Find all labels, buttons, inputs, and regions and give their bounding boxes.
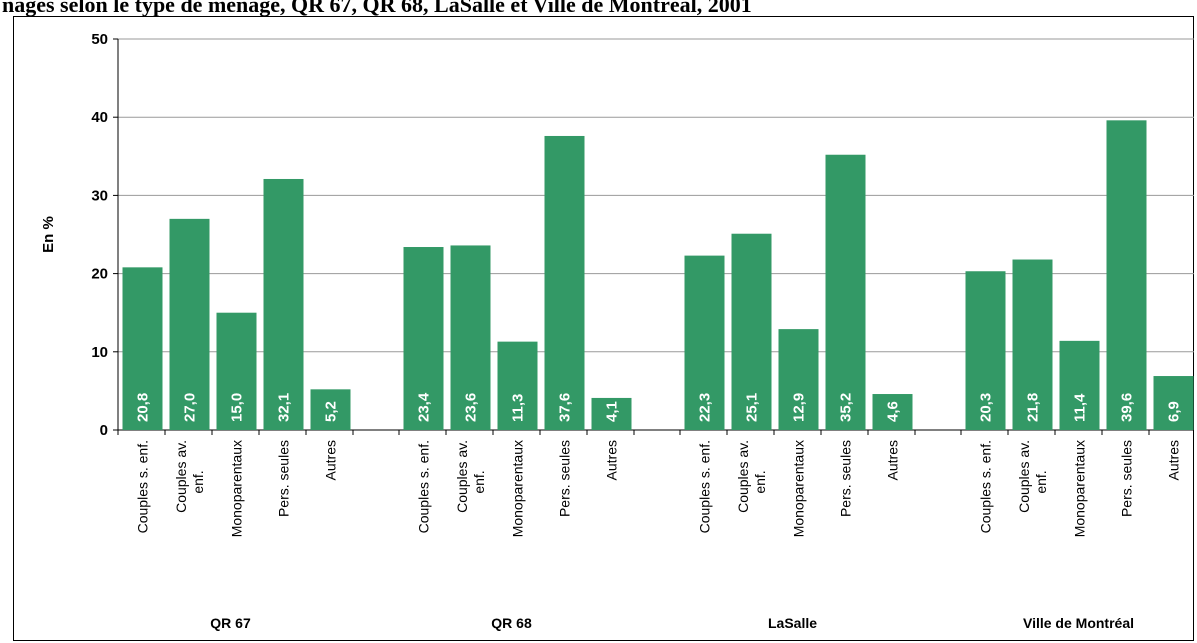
bar-value-label: 20,3 — [978, 393, 995, 422]
bar — [1153, 376, 1194, 430]
category-label: Monoparentaux — [510, 440, 526, 537]
group-label: QR 67 — [210, 615, 251, 631]
bar-value-label: 4,1 — [604, 401, 621, 422]
bar — [1106, 120, 1147, 430]
bar — [591, 397, 632, 430]
bar-value-label: 12,9 — [791, 393, 808, 422]
group-label: Ville de Montréal — [1023, 615, 1134, 631]
bar — [122, 267, 163, 430]
category-label: Autres — [604, 440, 620, 480]
bar — [778, 329, 819, 430]
bar — [263, 178, 304, 430]
category-label: Couples s. enf. — [416, 440, 432, 533]
bar — [169, 218, 210, 430]
bar — [403, 247, 444, 430]
category-label: Couples av. — [1016, 440, 1032, 513]
y-tick-label: 40 — [91, 109, 108, 126]
bar-value-label: 6,9 — [1166, 401, 1183, 422]
category-label: Autres — [1166, 440, 1182, 480]
bar-value-label: 37,6 — [557, 393, 574, 422]
chart-area: 0 10 20 30 40 50 En % 20,8 Couples s. enf. 27,0 Co… — [13, 16, 1194, 641]
bar-value-label: 39,6 — [1119, 393, 1136, 422]
y-tick-label: 50 — [91, 31, 108, 48]
bar — [731, 233, 772, 430]
category-label: Pers. seules — [1119, 440, 1135, 517]
bar-value-label: 32,1 — [276, 393, 293, 422]
y-tick-label: 20 — [91, 266, 108, 283]
bar-value-label: 20,8 — [135, 393, 152, 422]
bar — [684, 255, 725, 430]
bar — [965, 271, 1006, 430]
bar — [310, 389, 351, 430]
category-label: Couples s. enf. — [135, 440, 151, 533]
bar-value-label: 23,4 — [416, 392, 433, 422]
category-label: Couples av. — [173, 440, 189, 513]
y-tick-label: 30 — [91, 187, 108, 204]
bar-value-label: 21,8 — [1025, 393, 1042, 422]
bar-value-label: 11,4 — [1072, 393, 1089, 422]
category-label: enf. — [190, 470, 206, 493]
bar-value-label: 15,0 — [229, 393, 246, 422]
y-axis-title: En % — [40, 216, 57, 253]
y-tick-label: 10 — [91, 344, 108, 361]
bar — [1012, 259, 1053, 430]
bar — [544, 135, 585, 430]
category-label: enf. — [752, 470, 768, 493]
category-label: Monoparentaux — [791, 440, 807, 537]
bar-value-label: 4,6 — [885, 401, 902, 422]
category-label: Autres — [323, 440, 339, 480]
bar — [825, 154, 866, 430]
category-label: Pers. seules — [838, 440, 854, 517]
bar-value-label: 11,3 — [510, 394, 527, 422]
bar — [1059, 340, 1100, 430]
bar-value-label: 5,2 — [323, 401, 340, 422]
bar — [450, 245, 491, 430]
bar-value-label: 35,2 — [838, 393, 855, 422]
category-label: Couples s. enf. — [978, 440, 994, 533]
page-title: nages selon le type de ménage, QR 67, QR… — [2, 0, 752, 17]
category-label: Couples av. — [735, 440, 751, 513]
bar-value-label: 23,6 — [463, 393, 480, 422]
bar — [216, 312, 257, 430]
category-label: enf. — [1033, 470, 1049, 493]
bar-value-label: 25,1 — [744, 393, 761, 422]
bar — [497, 341, 538, 430]
category-label: enf. — [471, 470, 487, 493]
group-label: LaSalle — [768, 615, 817, 631]
category-label: Couples s. enf. — [697, 440, 713, 533]
category-label: Pers. seules — [557, 440, 573, 517]
group-label: QR 68 — [491, 615, 532, 631]
category-label: Monoparentaux — [229, 440, 245, 537]
y-tick-label: 0 — [100, 422, 108, 439]
bar — [872, 394, 913, 430]
category-label: Autres — [885, 440, 901, 480]
category-label: Monoparentaux — [1072, 440, 1088, 537]
bar-value-label: 27,0 — [182, 393, 199, 422]
bar-value-label: 22,3 — [697, 393, 714, 422]
bar-chart: 0 10 20 30 40 50 En % 20,8 Couples s. enf. 27,0 Co… — [40, 31, 1194, 631]
category-label: Couples av. — [454, 440, 470, 513]
category-label: Pers. seules — [276, 440, 292, 517]
